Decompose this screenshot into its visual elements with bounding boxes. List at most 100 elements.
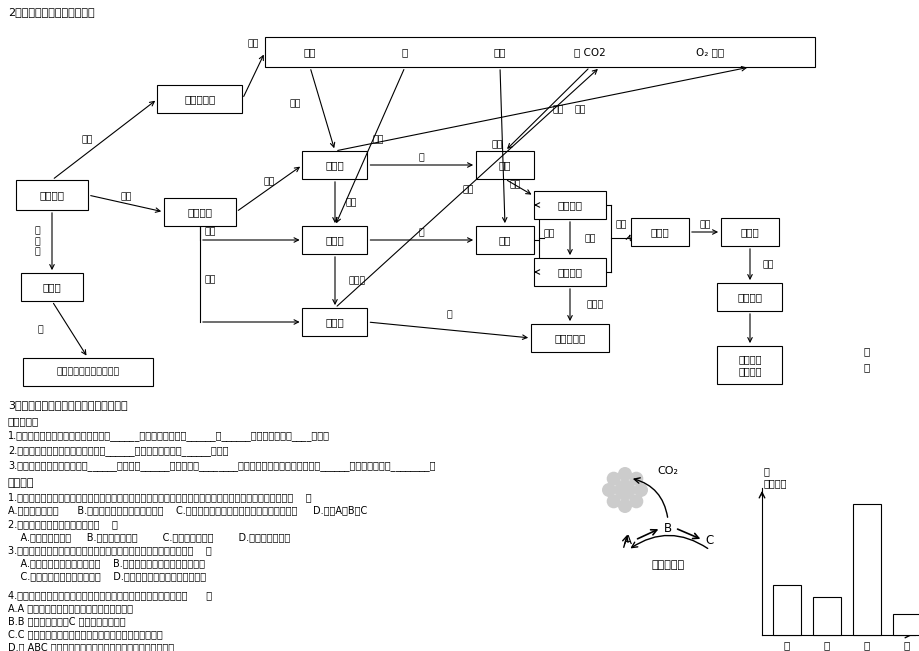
Text: 水: 水	[402, 47, 408, 57]
Text: A.生物生存的空间      B.影响生物生存的其他生物因素    C.影响生物生存的光、温度、水等非生物因素     D.以上A、B、C: A.生物生存的空间 B.影响生物生存的其他生物因素 C.影响生物生存的光、温度、…	[8, 505, 367, 515]
Text: 包括: 包括	[205, 227, 216, 236]
Bar	[630, 218, 688, 246]
Circle shape	[618, 499, 631, 513]
Text: 水、无机盐: 水、无机盐	[651, 560, 684, 570]
Text: 蕴含: 蕴含	[762, 260, 773, 269]
Text: 包括: 包括	[205, 275, 216, 284]
Text: 3、生物圈是人类与其他生物的共同家园: 3、生物圈是人类与其他生物的共同家园	[8, 400, 128, 410]
Text: 人与其他生物的共同家园: 人与其他生物的共同家园	[56, 368, 119, 376]
Bar	[16, 180, 88, 210]
Text: 包括: 包括	[263, 177, 275, 186]
Text: B.B 是消费者，它和C 的关系为消费关系: B.B 是消费者，它和C 的关系为消费关系	[8, 616, 126, 626]
Bar	[892, 614, 919, 635]
Text: 生态系统: 生态系统	[40, 190, 64, 200]
Text: 3.管理不善的玉米地里杂草丛生，会影响玉米的产量，这主要是因为（    ）: 3.管理不善的玉米地里杂草丛生，会影响玉米的产量，这主要是因为（ ）	[8, 545, 211, 555]
Text: 被分解: 被分解	[348, 277, 365, 286]
Circle shape	[614, 480, 634, 500]
Text: 被吃: 被吃	[509, 180, 520, 189]
Text: 生物部分: 生物部分	[187, 207, 212, 217]
Text: 消费者: 消费者	[325, 235, 344, 245]
Text: 被吃: 被吃	[345, 198, 357, 207]
Bar	[302, 226, 367, 254]
Text: A: A	[623, 534, 631, 546]
Circle shape	[629, 494, 642, 508]
Text: 2、生物与环境组成生态系统: 2、生物与环境组成生态系统	[8, 7, 95, 17]
Bar	[475, 226, 533, 254]
Text: 食物链: 食物链	[740, 227, 758, 237]
Bar	[21, 273, 83, 301]
Text: CO₂: CO₂	[657, 466, 678, 476]
Text: 包括: 包括	[248, 40, 259, 49]
Text: 非生物部分: 非生物部分	[184, 94, 215, 104]
Circle shape	[601, 483, 616, 497]
Text: C.C 是分解者，它对生态系统的物质循环起着重要的作用: C.C 是分解者，它对生态系统的物质循环起着重要的作用	[8, 629, 163, 639]
Bar	[533, 258, 606, 286]
Text: 甲: 甲	[783, 640, 789, 650]
Bar	[717, 346, 782, 384]
Bar	[720, 218, 778, 246]
Text: A.春江水暖鸭先知     B.葵花朵朵向太阳        C.大树底下好乘凉        D.春风又绿江南岛: A.春江水暖鸭先知 B.葵花朵朵向太阳 C.大树底下好乘凉 D.春风又绿江南岛	[8, 532, 289, 542]
Text: B: B	[664, 521, 672, 534]
Circle shape	[629, 472, 642, 486]
Text: 被吃: 被吃	[584, 234, 596, 243]
Bar	[533, 191, 606, 219]
Text: 1.生物圈是生物生活的家园，主要包括______圈的底部、水圈的______和______圈的表面，共约____千米。: 1.生物圈是生物生活的家园，主要包括______圈的底部、水圈的______和_…	[8, 430, 330, 441]
Text: 形成: 形成	[615, 221, 626, 230]
Text: 3.生物链的书写规律：起点为______，终点为______，箭头方向________，生物数量和能量都沿着食物链______，有毒物质却在________。: 3.生物链的书写规律：起点为______，终点为______，箭头方向_____…	[8, 460, 435, 471]
Text: O₂ ）等: O₂ ）等	[695, 47, 723, 57]
Text: 包括: 包括	[120, 192, 131, 201]
Text: 丁: 丁	[902, 640, 909, 650]
Text: 注意事项：: 注意事项：	[8, 416, 40, 426]
Text: 产生: 产生	[461, 186, 473, 195]
Text: 是: 是	[37, 325, 43, 334]
Bar	[23, 358, 153, 386]
Text: 乙: 乙	[823, 640, 829, 650]
Bar	[772, 585, 800, 635]
Text: 动物: 动物	[498, 235, 511, 245]
Bar	[812, 597, 840, 635]
Circle shape	[618, 467, 631, 481]
Text: 2.下列不属于环境影响生物的是（    ）: 2.下列不属于环境影响生物的是（ ）	[8, 519, 118, 529]
Text: 食物链: 食物链	[650, 227, 669, 237]
Text: 是: 是	[418, 154, 425, 163]
Text: A.杂草与玉米互利共生的结果    B.杂草寄生在玉米上影响玉米生长: A.杂草与玉米互利共生的结果 B.杂草寄生在玉米上影响玉米生长	[8, 558, 205, 568]
Text: C.杂草使玉米的品质受到影响    D.杂草和玉米争夺生活条件的结果: C.杂草使玉米的品质受到影响 D.杂草和玉米争夺生活条件的结果	[8, 571, 206, 581]
Bar	[302, 308, 367, 336]
Text: 丙: 丙	[863, 640, 869, 650]
Text: 有机物总: 有机物总	[763, 478, 787, 488]
Text: 量: 量	[763, 466, 769, 476]
Text: 生产者: 生产者	[325, 160, 344, 170]
Circle shape	[606, 472, 620, 486]
Text: 丙: 丙	[863, 363, 869, 372]
Text: 需要: 需要	[491, 141, 503, 150]
Text: 细菌、真菌: 细菌、真菌	[554, 333, 585, 343]
Text: 形成: 形成	[698, 221, 710, 230]
Bar	[265, 37, 814, 67]
Bar	[530, 324, 608, 352]
Text: 生态平衡: 生态平衡	[737, 292, 762, 302]
Text: 被分解: 被分解	[585, 301, 603, 309]
Text: C: C	[705, 534, 713, 546]
Bar	[157, 85, 243, 113]
Text: 植物: 植物	[498, 160, 511, 170]
Text: 丙: 丙	[863, 346, 869, 356]
Text: A.A 是生产者，它能够将无机盐转变为有机物: A.A 是生产者，它能够将无机盐转变为有机物	[8, 603, 133, 613]
Text: 是: 是	[418, 229, 425, 238]
Text: （ CO2: （ CO2	[573, 47, 606, 57]
Text: 自我调节
能力有限: 自我调节 能力有限	[737, 354, 761, 376]
Bar	[717, 283, 782, 311]
Text: 肉食动物: 肉食动物	[557, 267, 582, 277]
Text: 需要: 需要	[551, 105, 563, 115]
Bar	[852, 505, 880, 635]
Text: 包括: 包括	[81, 135, 93, 144]
Text: 需要: 需要	[289, 100, 301, 109]
Text: 空气: 空气	[494, 47, 505, 57]
Text: 产生: 产生	[573, 105, 585, 115]
Text: 包括: 包括	[543, 229, 555, 238]
Text: 1.花开花落，似水流年。自然界的植物五彩罤纷，而又都生活在一定的环境中。那么，生物生活的环境是指（    ）: 1.花开花落，似水流年。自然界的植物五彩罤纷，而又都生活在一定的环境中。那么，生…	[8, 492, 312, 502]
Text: 草食动物: 草食动物	[557, 200, 582, 210]
Circle shape	[606, 494, 620, 508]
Bar	[475, 151, 533, 179]
Text: 是: 是	[446, 311, 451, 320]
Text: 分解者: 分解者	[325, 317, 344, 327]
